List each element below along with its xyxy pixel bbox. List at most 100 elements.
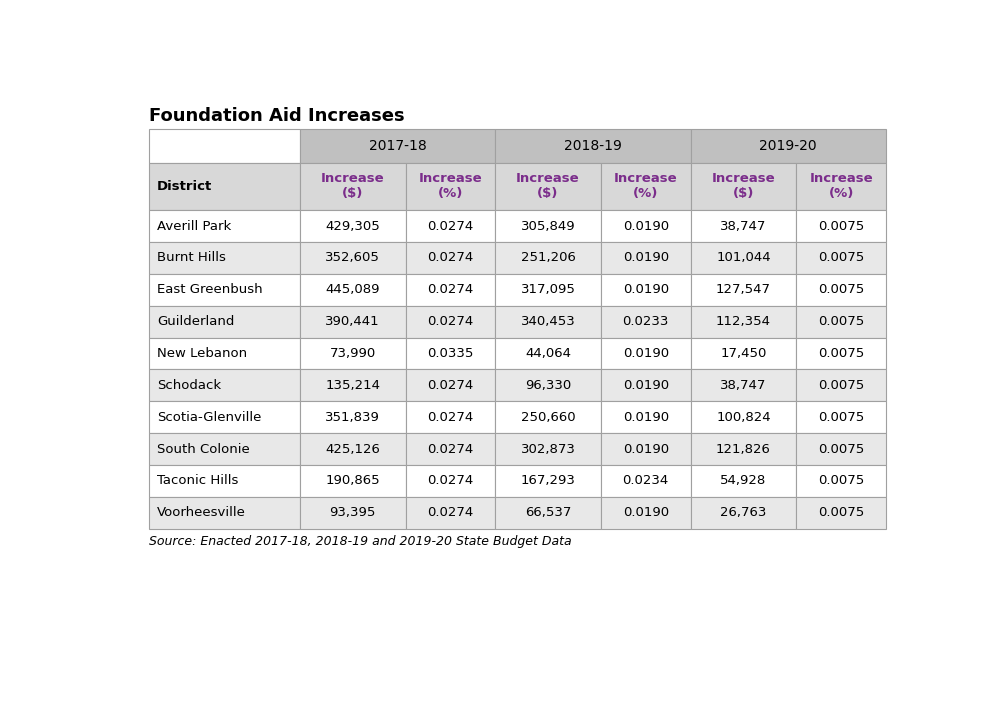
Bar bbox=[690, 306, 797, 338]
Text: Increase
($): Increase ($) bbox=[321, 172, 384, 200]
Text: 0.0274: 0.0274 bbox=[428, 443, 474, 456]
Text: Averill Park: Averill Park bbox=[157, 219, 231, 232]
Bar bbox=[495, 338, 601, 370]
Bar bbox=[405, 497, 495, 529]
Text: New Lebanon: New Lebanon bbox=[157, 347, 247, 360]
Text: 0.0234: 0.0234 bbox=[623, 475, 669, 487]
Text: 0.0075: 0.0075 bbox=[818, 283, 864, 296]
Bar bbox=[601, 497, 690, 529]
Text: 66,537: 66,537 bbox=[525, 506, 571, 519]
Bar bbox=[601, 465, 690, 497]
Text: 0.0190: 0.0190 bbox=[623, 283, 669, 296]
Bar bbox=[300, 129, 495, 163]
Bar bbox=[149, 338, 300, 370]
Text: Scotia-Glenville: Scotia-Glenville bbox=[157, 411, 262, 424]
Bar bbox=[601, 370, 690, 401]
Text: 390,441: 390,441 bbox=[325, 315, 380, 328]
Text: 352,605: 352,605 bbox=[325, 251, 380, 264]
Bar bbox=[601, 433, 690, 465]
Bar bbox=[797, 338, 886, 370]
Bar bbox=[149, 242, 300, 274]
Bar bbox=[797, 242, 886, 274]
Text: 17,450: 17,450 bbox=[720, 347, 767, 360]
Bar bbox=[495, 210, 601, 242]
Text: 2018-19: 2018-19 bbox=[564, 139, 622, 152]
Text: Guilderland: Guilderland bbox=[157, 315, 234, 328]
Text: 250,660: 250,660 bbox=[521, 411, 575, 424]
Bar bbox=[690, 242, 797, 274]
Text: 0.0190: 0.0190 bbox=[623, 219, 669, 232]
Bar bbox=[690, 401, 797, 433]
Bar bbox=[300, 497, 405, 529]
Bar bbox=[690, 338, 797, 370]
Bar bbox=[300, 433, 405, 465]
Text: 101,044: 101,044 bbox=[716, 251, 771, 264]
Text: 96,330: 96,330 bbox=[525, 379, 571, 392]
Text: 0.0274: 0.0274 bbox=[428, 315, 474, 328]
Text: 0.0274: 0.0274 bbox=[428, 475, 474, 487]
Bar bbox=[601, 306, 690, 338]
Text: 0.0075: 0.0075 bbox=[818, 411, 864, 424]
Text: 0.0274: 0.0274 bbox=[428, 251, 474, 264]
Text: 127,547: 127,547 bbox=[716, 283, 771, 296]
Text: 0.0190: 0.0190 bbox=[623, 347, 669, 360]
Text: Source: Enacted 2017-18, 2018-19 and 2019-20 State Budget Data: Source: Enacted 2017-18, 2018-19 and 201… bbox=[149, 536, 571, 548]
Text: 26,763: 26,763 bbox=[720, 506, 767, 519]
Bar bbox=[405, 210, 495, 242]
Bar bbox=[300, 163, 405, 210]
Bar bbox=[300, 370, 405, 401]
Bar bbox=[690, 129, 886, 163]
Bar bbox=[149, 401, 300, 433]
Text: 0.0190: 0.0190 bbox=[623, 411, 669, 424]
Text: 0.0274: 0.0274 bbox=[428, 506, 474, 519]
Text: Increase
(%): Increase (%) bbox=[418, 172, 482, 200]
Bar bbox=[300, 274, 405, 306]
Text: 0.0274: 0.0274 bbox=[428, 379, 474, 392]
Text: 100,824: 100,824 bbox=[716, 411, 771, 424]
Bar bbox=[300, 306, 405, 338]
Bar bbox=[797, 465, 886, 497]
Bar bbox=[797, 370, 886, 401]
Bar bbox=[601, 338, 690, 370]
Bar bbox=[149, 274, 300, 306]
Text: Burnt Hills: Burnt Hills bbox=[157, 251, 225, 264]
Text: 317,095: 317,095 bbox=[521, 283, 575, 296]
Bar bbox=[149, 306, 300, 338]
Bar bbox=[149, 163, 300, 210]
Bar bbox=[797, 163, 886, 210]
Text: 0.0075: 0.0075 bbox=[818, 347, 864, 360]
Bar bbox=[495, 401, 601, 433]
Bar bbox=[690, 497, 797, 529]
Bar bbox=[797, 210, 886, 242]
Text: Voorheesville: Voorheesville bbox=[157, 506, 245, 519]
Bar bbox=[601, 401, 690, 433]
Bar bbox=[495, 465, 601, 497]
Bar bbox=[797, 497, 886, 529]
Bar bbox=[300, 465, 405, 497]
Text: Schodack: Schodack bbox=[157, 379, 221, 392]
Text: 0.0190: 0.0190 bbox=[623, 251, 669, 264]
Text: District: District bbox=[157, 180, 212, 193]
Bar bbox=[690, 210, 797, 242]
Text: 54,928: 54,928 bbox=[720, 475, 767, 487]
Text: 0.0075: 0.0075 bbox=[818, 379, 864, 392]
Text: 0.0075: 0.0075 bbox=[818, 251, 864, 264]
Text: 0.0274: 0.0274 bbox=[428, 283, 474, 296]
Text: 38,747: 38,747 bbox=[720, 379, 767, 392]
Bar bbox=[405, 370, 495, 401]
Bar bbox=[690, 274, 797, 306]
Text: 167,293: 167,293 bbox=[521, 475, 575, 487]
Text: 0.0233: 0.0233 bbox=[623, 315, 669, 328]
Text: 445,089: 445,089 bbox=[325, 283, 380, 296]
Text: 0.0190: 0.0190 bbox=[623, 443, 669, 456]
Bar bbox=[690, 370, 797, 401]
Bar bbox=[300, 338, 405, 370]
Text: 0.0075: 0.0075 bbox=[818, 506, 864, 519]
Text: 0.0274: 0.0274 bbox=[428, 219, 474, 232]
Bar bbox=[601, 242, 690, 274]
Text: 340,453: 340,453 bbox=[521, 315, 575, 328]
Text: East Greenbush: East Greenbush bbox=[157, 283, 263, 296]
Text: 0.0075: 0.0075 bbox=[818, 443, 864, 456]
Text: 44,064: 44,064 bbox=[525, 347, 571, 360]
Text: 0.0335: 0.0335 bbox=[428, 347, 474, 360]
